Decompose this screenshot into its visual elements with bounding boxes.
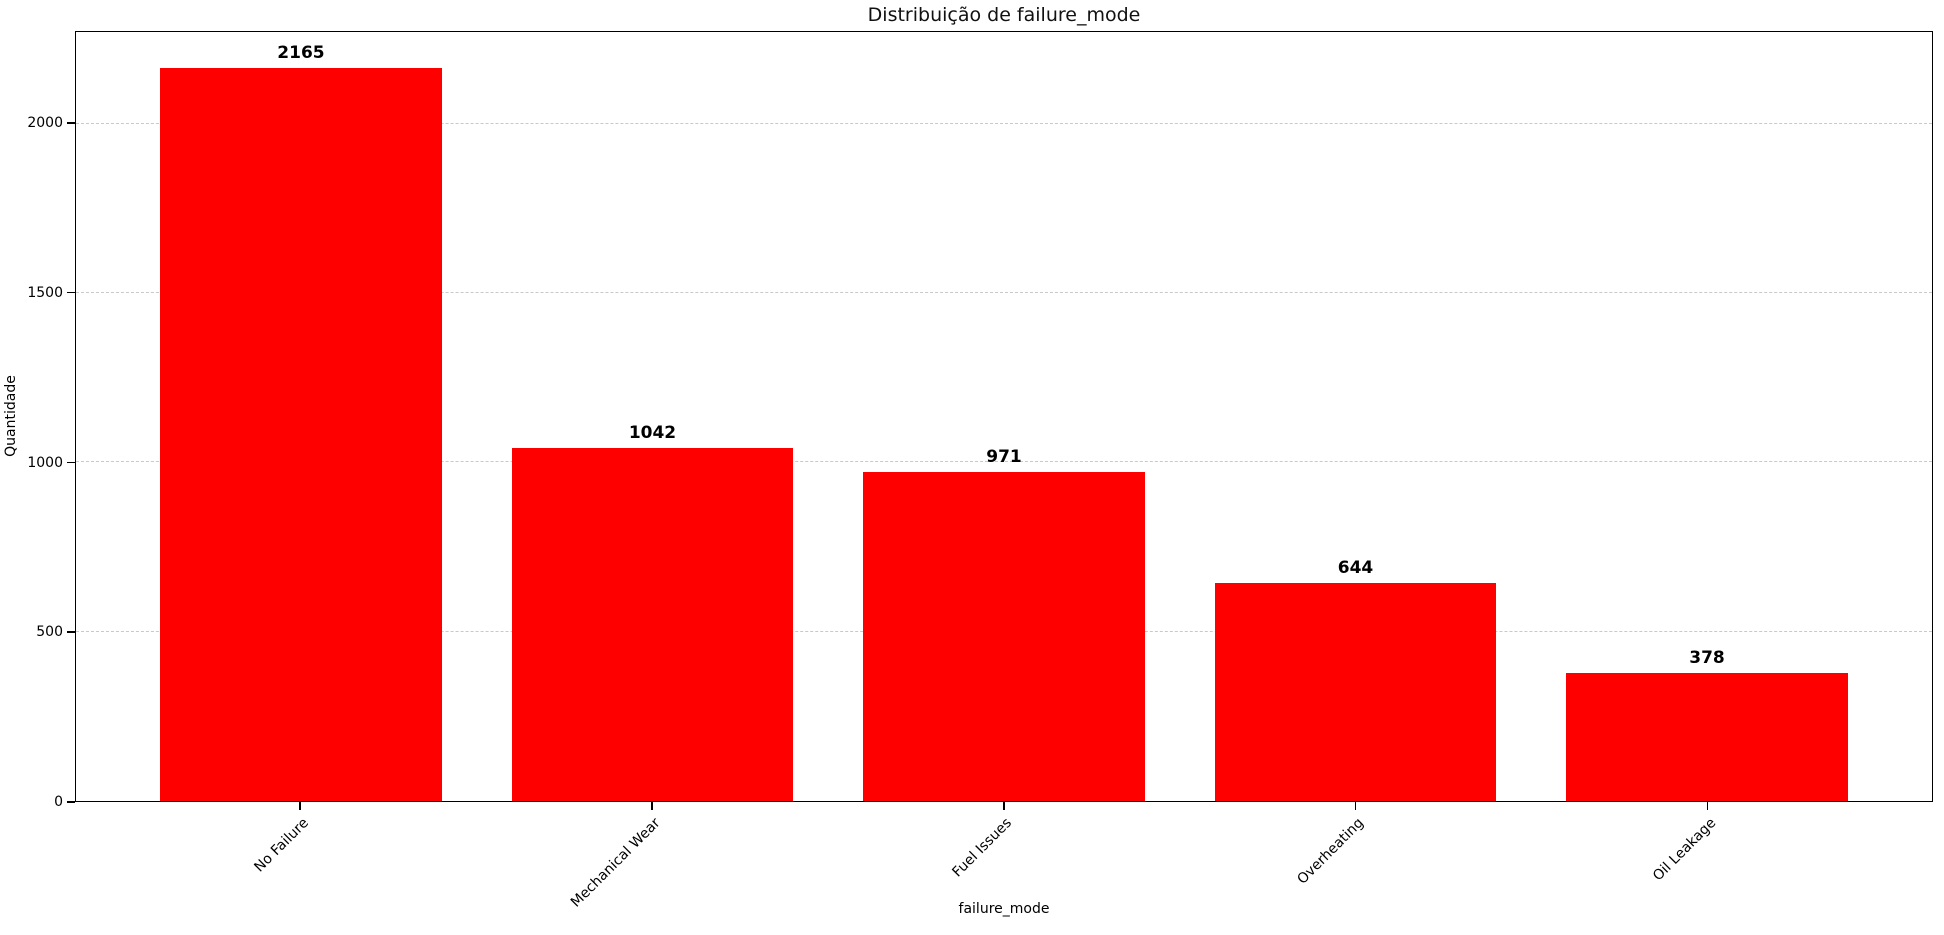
x-tick-mark: [299, 802, 301, 810]
y-tick-label-1500: 1500: [27, 284, 63, 301]
bar-mechanical-wear: [511, 448, 794, 801]
y-tick-label-2000: 2000: [27, 115, 63, 131]
gridline-y-2000: [76, 122, 1932, 124]
y-tick-label-0: 0: [54, 794, 63, 810]
y-tick-mark: [67, 631, 75, 633]
y-tick-label-1000: 1000: [27, 454, 63, 471]
bar-overheating: [1214, 582, 1497, 801]
x-tick-label-text: No Failure: [251, 815, 312, 876]
x-tick-mark: [1706, 802, 1709, 810]
gridline-y-1000: [76, 461, 1932, 463]
bar-value-label: 971: [986, 447, 1022, 468]
x-tick-label-text: Oil Leakage: [1649, 815, 1720, 885]
y-tick-mark: [67, 461, 75, 463]
y-tick-mark: [67, 291, 75, 294]
y-tick-mark: [67, 122, 75, 124]
bar-value-label: 378: [1689, 648, 1725, 669]
bar-value-label: 644: [1337, 557, 1374, 578]
x-tick-mark: [1003, 802, 1005, 810]
x-tick-mark: [651, 802, 653, 810]
bar-value-label: 1042: [628, 423, 677, 444]
x-axis-ticks: No Failure Mechanical Wear Fuel Issues Over…: [75, 802, 1933, 922]
plot-area: 2165 1042 971 644 378: [75, 31, 1933, 802]
x-tick-label-text: Fuel Issues: [949, 815, 1016, 881]
x-tick-mark: [1354, 802, 1357, 810]
x-tick-label-text: Mechanical Wear: [567, 815, 664, 911]
x-axis-label: failure_mode: [958, 901, 1050, 917]
y-tick-label-500: 500: [36, 624, 63, 641]
bar-oil-leakage: [1566, 673, 1848, 801]
bar-no-failure: [160, 67, 442, 801]
bar-fuel-issues: [863, 472, 1145, 801]
gridline-y-1500: [76, 292, 1932, 294]
y-tick-mark: [67, 801, 75, 803]
x-tick-label-text: Overheating: [1294, 815, 1368, 888]
chart-title: Distribuição de failure_mode: [867, 4, 1141, 26]
bar-value-label: 2165: [277, 42, 325, 63]
y-axis-ticks: 0 500 1000 1500 2000: [0, 31, 75, 810]
